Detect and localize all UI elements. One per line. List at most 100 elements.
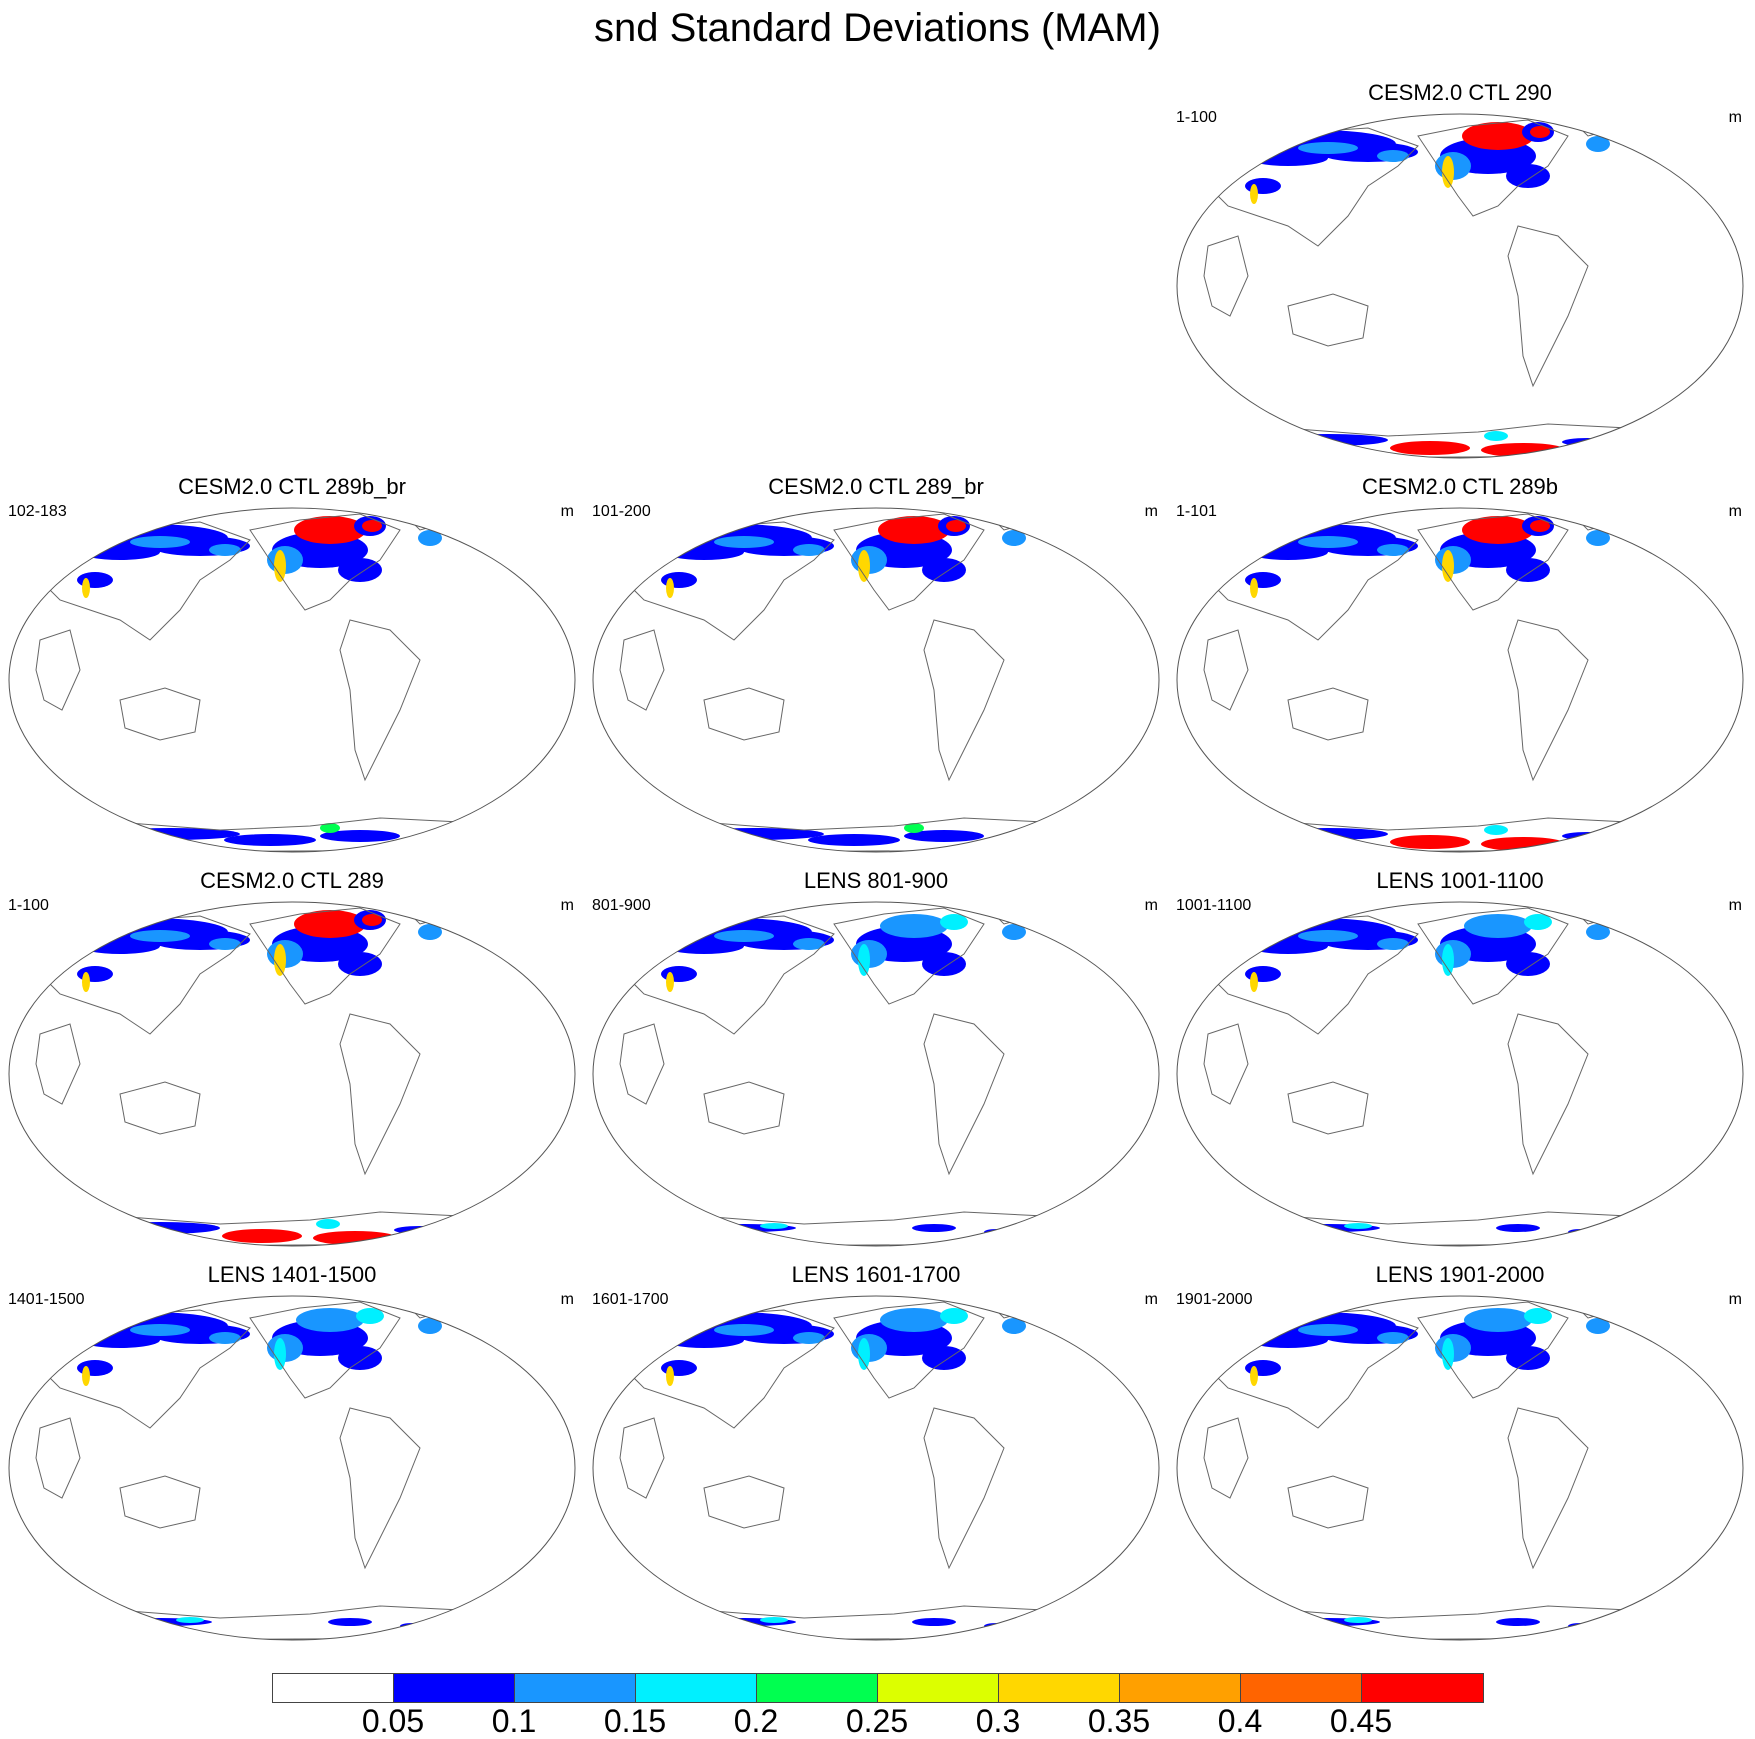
snow-greenland-core [1530, 126, 1550, 138]
coastline-south-america [1507, 1407, 1589, 1570]
coastline-australia [1287, 1475, 1369, 1529]
snow-kamchatka [1377, 150, 1409, 162]
snow-field-north [1228, 516, 1610, 598]
colorbar-box [394, 1674, 515, 1702]
snow-field-north [1228, 1308, 1610, 1386]
snow-greenland-core [946, 520, 966, 532]
coastline-north-america [833, 907, 985, 1005]
coastline-north-america [249, 907, 401, 1005]
snow-antarctic-east [1481, 837, 1565, 851]
snow-field-north [644, 1308, 1026, 1386]
coastline-north-america [833, 513, 985, 611]
panel-title: LENS 1601-1700 [791, 1262, 961, 1287]
snow-cordillera [274, 550, 286, 582]
map-outline [8, 901, 576, 1247]
coastline-greenland [982, 1296, 1035, 1319]
snow-europe [1228, 151, 1248, 161]
snow-antarctic-ross [224, 834, 316, 846]
panel-units: m [1728, 109, 1742, 126]
snow-europe [644, 939, 664, 949]
coastline-greenland [1566, 1296, 1619, 1319]
colorbar-label: 0.25 [845, 1703, 909, 1739]
coastline-africa [1203, 1023, 1249, 1105]
snow-arctic-archipelago [294, 516, 366, 544]
colorbar-box [1120, 1674, 1241, 1702]
snow-greenland-edge [1524, 914, 1552, 930]
snow-greenland-core [362, 914, 382, 926]
snow-field-south [1268, 825, 1614, 851]
map-panel: CESM2.0 CTL 289b 1-101 m [1168, 474, 1752, 874]
snow-antarctic-east [1496, 1618, 1540, 1626]
colorbar-box [273, 1674, 394, 1702]
snow-antarctic-east [328, 1618, 372, 1626]
snow-eurasia-mid [714, 1324, 774, 1336]
coastline-eurasia [1207, 521, 1419, 641]
snow-antarctic-peninsula [320, 823, 340, 833]
map-outline [592, 901, 1160, 1247]
snow-tibet-peak [82, 972, 90, 992]
snow-canada-east [922, 1346, 966, 1370]
coastline-eurasia [1207, 1309, 1419, 1429]
coastline-north-america [833, 1301, 985, 1399]
colorbar-box [515, 1674, 636, 1702]
snow-scandinavia [418, 924, 442, 940]
panel-year-range: 101-200 [592, 503, 651, 520]
snow-canada-east [922, 558, 966, 582]
map-panel: CESM2.0 CTL 289_br 101-200 m [584, 474, 1168, 874]
colorbar-label: 0.2 [733, 1703, 779, 1739]
snow-arctic-archipelago [1462, 122, 1534, 150]
snow-antarctic-ross [1390, 441, 1470, 455]
panel-title: CESM2.0 CTL 289_br [768, 474, 984, 499]
map-panel: LENS 801-900 801-900 m [584, 868, 1168, 1268]
snow-scandinavia [1586, 1318, 1610, 1334]
map-outline [592, 507, 1160, 853]
map-content [1203, 1296, 1639, 1640]
snow-antarctic-west [100, 1222, 220, 1234]
world-map [592, 901, 1160, 1247]
colorbar [272, 1673, 1484, 1703]
snow-antarctic-east [320, 830, 400, 842]
snow-arctic-archipelago [294, 910, 366, 938]
snow-europe [60, 545, 80, 555]
coastline-north-america [249, 513, 401, 611]
snow-eurasia-mid [714, 930, 774, 942]
panel-title: LENS 801-900 [803, 868, 949, 893]
snow-canada-east [922, 952, 966, 976]
snow-kamchatka [209, 1332, 241, 1344]
snow-europe [60, 1333, 80, 1343]
snow-tibet-peak [1250, 1366, 1258, 1386]
coastline-australia [703, 687, 785, 741]
coastline-australia [703, 1081, 785, 1135]
panel-year-range: 1-100 [1176, 109, 1217, 126]
map-panel: LENS 1901-2000 1901-2000 m [1168, 1262, 1752, 1662]
snow-scandinavia [1002, 1318, 1026, 1334]
snow-canada-east [1506, 952, 1550, 976]
snow-cordillera [274, 1338, 286, 1370]
snow-antarctic-east [912, 1224, 956, 1232]
coastline-greenland [1566, 114, 1619, 137]
snow-canada-east [1506, 1346, 1550, 1370]
snow-greenland-core [1530, 520, 1550, 532]
snow-kamchatka [209, 938, 241, 950]
snow-field-north [60, 910, 442, 992]
panel-year-range: 1-101 [1176, 503, 1217, 520]
world-map [1176, 901, 1744, 1247]
snow-antarctic-patch [760, 1617, 788, 1623]
coastline-africa [35, 629, 81, 711]
snow-antarctic-peninsula [904, 823, 924, 833]
coastline-greenland [398, 508, 451, 531]
colorbar-label: 0.05 [361, 1703, 425, 1739]
map-outline [8, 507, 576, 853]
snow-tibet-peak [1250, 972, 1258, 992]
map-content [619, 1296, 1055, 1640]
snow-tibet-peak [666, 972, 674, 992]
snow-europe [1228, 939, 1248, 949]
colorbar-box [757, 1674, 878, 1702]
snow-greenland-edge [940, 1308, 968, 1324]
snow-arctic-archipelago [1462, 516, 1534, 544]
coastline-greenland [398, 1296, 451, 1319]
snow-tibet-peak [1250, 578, 1258, 598]
colorbar-label: 0.45 [1329, 1703, 1393, 1739]
panel-year-range: 1001-1100 [1176, 897, 1252, 914]
snow-europe [1228, 545, 1248, 555]
